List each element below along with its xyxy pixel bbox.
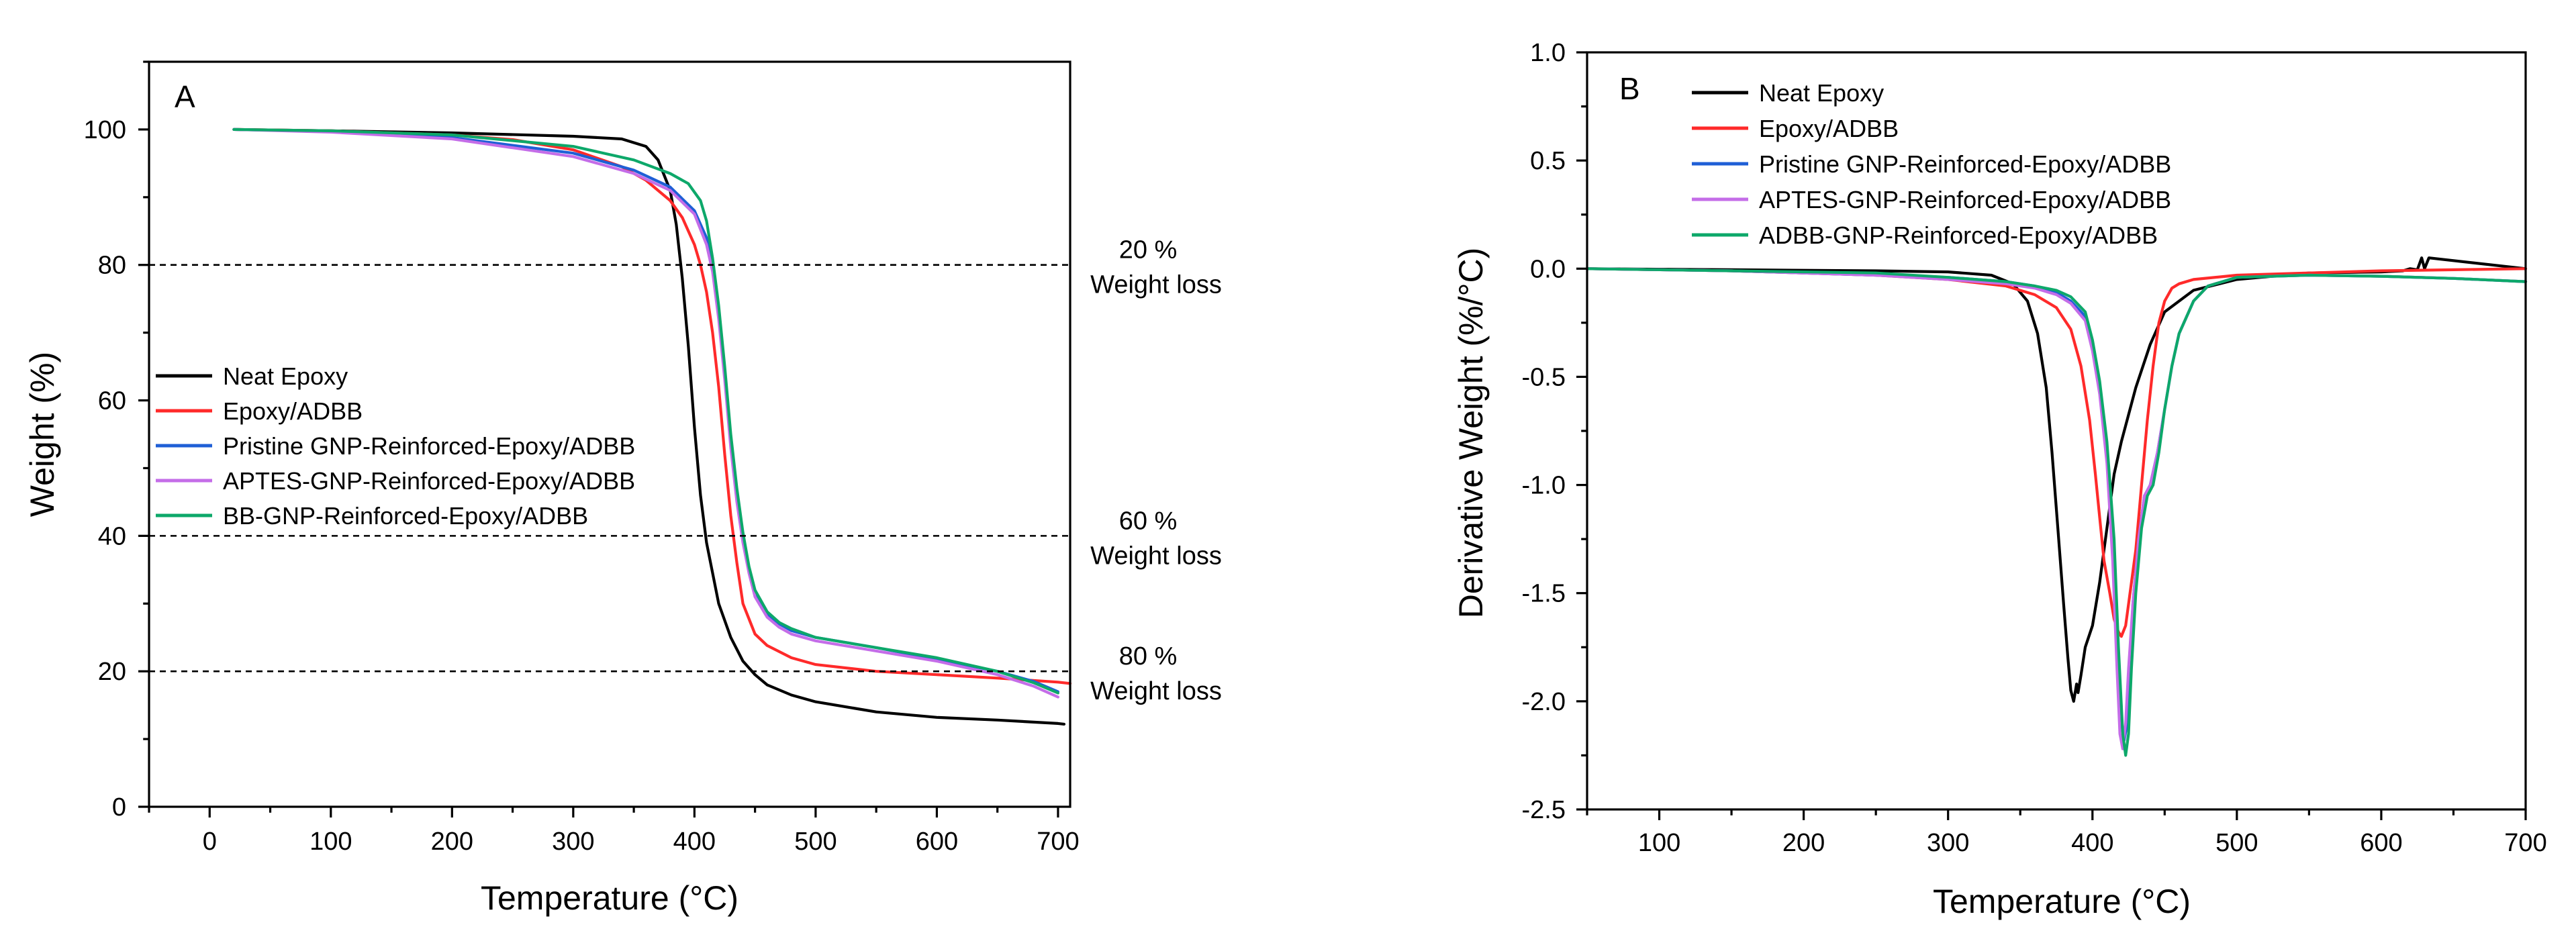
legend-label: APTES-GNP-Reinforced-Epoxy/ADBB bbox=[1759, 186, 2171, 213]
chart-a-weight-loss-annotations: 20 % Weight loss 60 % Weight loss 80 % Weight… bbox=[1090, 236, 1222, 705]
x-tick-label: 300 bbox=[552, 828, 594, 856]
x-tick-label: 100 bbox=[1638, 829, 1680, 857]
chart-a-plot-frame bbox=[148, 60, 1071, 808]
y-tick-label: 1.0 bbox=[1530, 39, 1566, 67]
chart-a: 0 100 200 300 400 500 600 700 0 20 40 60 80 100 A Te… bbox=[23, 60, 1222, 917]
chart-a-y-axis-title: Weight (%) bbox=[23, 352, 61, 517]
weight-loss-label: Weight loss bbox=[1090, 271, 1222, 299]
y-tick-label: 0.0 bbox=[1530, 255, 1566, 283]
chart-b-y-axis: 1.0 0.5 0.0 -0.5 -1.0 -1.5 -2.0 -2.5 bbox=[1522, 39, 1587, 824]
x-tick-label: 0 bbox=[203, 828, 217, 856]
x-tick-label: 600 bbox=[916, 828, 958, 856]
legend-label: Epoxy/ADBB bbox=[1759, 115, 1899, 142]
legend-label: Neat Epoxy bbox=[1759, 79, 1884, 107]
weight-loss-label: Weight loss bbox=[1090, 542, 1222, 570]
y-tick-label: 40 bbox=[98, 522, 126, 550]
chart-a-x-axis: 0 100 200 300 400 500 600 700 bbox=[148, 807, 1080, 856]
chart-a-y-axis: 0 20 40 60 80 100 bbox=[84, 60, 149, 822]
chart-b-series-layer bbox=[1585, 256, 2528, 757]
legend-label: Pristine GNP-Reinforced-Epoxy/ADBB bbox=[223, 432, 635, 460]
chart-a-series-layer bbox=[232, 128, 1072, 726]
x-tick-label: 500 bbox=[794, 828, 837, 856]
x-tick-label: 400 bbox=[2071, 829, 2113, 857]
y-tick-label: -2.0 bbox=[1522, 688, 1566, 716]
x-tick-label: 100 bbox=[309, 828, 352, 856]
legend-label: ADBB-GNP-Reinforced-Epoxy/ADBB bbox=[1759, 221, 2158, 249]
y-tick-label: 0 bbox=[112, 793, 126, 822]
chart-b-y-axis-title: Derivative Weight (%/°C) bbox=[1452, 248, 1490, 619]
weight-loss-percent: 20 % bbox=[1119, 236, 1178, 264]
series-line-bb bbox=[232, 128, 1060, 695]
chart-b-legend: Neat Epoxy Epoxy/ADBB Pristine GNP-Reinfor… bbox=[1692, 79, 2171, 249]
x-tick-label: 700 bbox=[1037, 828, 1079, 856]
series-line-neat bbox=[232, 128, 1066, 726]
x-tick-label: 700 bbox=[2504, 829, 2546, 857]
chart-b-x-axis: 100 200 300 400 500 600 700 bbox=[1586, 809, 2547, 857]
legend-label: Neat Epoxy bbox=[223, 362, 348, 390]
weight-loss-percent: 60 % bbox=[1119, 507, 1178, 535]
chart-a-legend: Neat Epoxy Epoxy/ADBB Pristine GNP-Reinfor… bbox=[156, 362, 635, 530]
y-tick-label: -1.5 bbox=[1522, 580, 1566, 608]
x-tick-label: 500 bbox=[2215, 829, 2258, 857]
chart-b: 100 200 300 400 500 600 700 1.0 0.5 0.0 -0.5 -1.0 -… bbox=[1452, 39, 2547, 920]
series-line-bb bbox=[1585, 267, 2528, 757]
chart-a-x-axis-title: Temperature (°C) bbox=[481, 879, 738, 917]
x-tick-label: 600 bbox=[2360, 829, 2402, 857]
chart-b-x-axis-title: Temperature (°C) bbox=[1933, 883, 2191, 920]
x-tick-label: 300 bbox=[1927, 829, 1969, 857]
legend-label: Epoxy/ADBB bbox=[223, 397, 363, 425]
y-tick-label: 100 bbox=[84, 116, 126, 144]
legend-label: Pristine GNP-Reinforced-Epoxy/ADBB bbox=[1759, 150, 2171, 178]
legend-label: BB-GNP-Reinforced-Epoxy/ADBB bbox=[223, 502, 588, 530]
series-line-aptes bbox=[232, 128, 1060, 699]
y-tick-label: 20 bbox=[98, 658, 126, 686]
chart-a-panel-label: A bbox=[175, 79, 195, 114]
weight-loss-percent: 80 % bbox=[1119, 642, 1178, 671]
chart-a-reference-lines bbox=[149, 264, 1070, 673]
y-tick-label: -1.0 bbox=[1522, 472, 1566, 500]
series-line-neat bbox=[1585, 256, 2528, 703]
y-tick-label: 0.5 bbox=[1530, 147, 1566, 175]
x-tick-label: 200 bbox=[431, 828, 473, 856]
y-tick-label: -0.5 bbox=[1522, 363, 1566, 391]
x-tick-label: 200 bbox=[1782, 829, 1825, 857]
weight-loss-label: Weight loss bbox=[1090, 677, 1222, 705]
series-line-adbb bbox=[232, 128, 1072, 685]
y-tick-label: -2.5 bbox=[1522, 796, 1566, 824]
x-tick-label: 400 bbox=[673, 828, 716, 856]
y-tick-label: 80 bbox=[98, 252, 126, 280]
chart-b-panel-label: B bbox=[1619, 71, 1640, 106]
y-tick-label: 60 bbox=[98, 387, 126, 415]
legend-label: APTES-GNP-Reinforced-Epoxy/ADBB bbox=[223, 467, 635, 495]
series-line-adbb bbox=[1585, 267, 2528, 638]
